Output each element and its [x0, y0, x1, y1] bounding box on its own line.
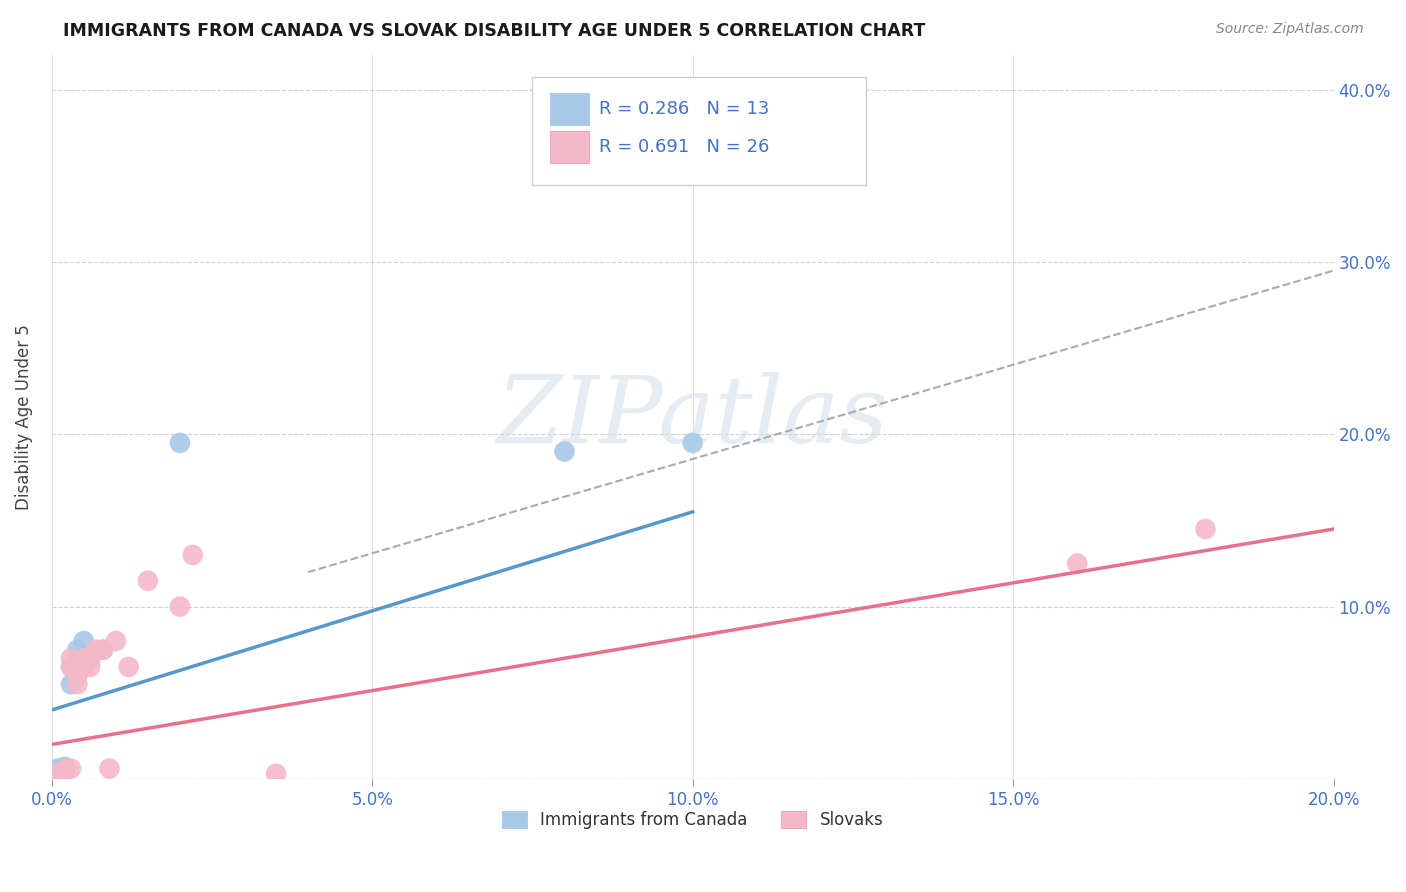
Point	[86, 642, 108, 657]
Point	[79, 651, 101, 665]
Point	[66, 642, 89, 657]
Point	[53, 764, 76, 778]
Point	[79, 651, 101, 665]
Point	[118, 660, 141, 674]
Text: Source: ZipAtlas.com: Source: ZipAtlas.com	[1216, 22, 1364, 37]
Point	[66, 677, 89, 691]
Point	[59, 762, 82, 776]
Point	[46, 766, 69, 780]
Point	[46, 766, 69, 780]
Point	[104, 634, 127, 648]
Point	[53, 764, 76, 778]
Point	[1194, 522, 1216, 536]
Point	[264, 766, 287, 780]
FancyBboxPatch shape	[550, 131, 589, 163]
Point	[682, 436, 704, 450]
Text: R = 0.691   N = 26: R = 0.691 N = 26	[599, 138, 769, 156]
Point	[53, 760, 76, 774]
Point	[66, 668, 89, 682]
Point	[73, 634, 96, 648]
Point	[1066, 557, 1088, 571]
Point	[181, 548, 204, 562]
Point	[91, 642, 114, 657]
Point	[73, 651, 96, 665]
Point	[59, 660, 82, 674]
Text: R = 0.286   N = 13: R = 0.286 N = 13	[599, 100, 769, 118]
Point	[91, 642, 114, 657]
FancyBboxPatch shape	[550, 93, 589, 125]
Point	[73, 660, 96, 674]
Point	[98, 762, 121, 776]
Point	[53, 764, 76, 778]
Legend: Immigrants from Canada, Slovaks: Immigrants from Canada, Slovaks	[495, 805, 890, 836]
Point	[79, 660, 101, 674]
Point	[169, 599, 191, 614]
Point	[46, 764, 69, 778]
Point	[46, 768, 69, 782]
FancyBboxPatch shape	[533, 77, 866, 186]
Text: ZIPatlas: ZIPatlas	[496, 372, 889, 462]
Point	[53, 764, 76, 779]
Point	[59, 651, 82, 665]
Point	[169, 436, 191, 450]
Y-axis label: Disability Age Under 5: Disability Age Under 5	[15, 324, 32, 510]
Point	[59, 660, 82, 674]
Text: IMMIGRANTS FROM CANADA VS SLOVAK DISABILITY AGE UNDER 5 CORRELATION CHART: IMMIGRANTS FROM CANADA VS SLOVAK DISABIL…	[63, 22, 925, 40]
Point	[136, 574, 159, 588]
Point	[46, 762, 69, 776]
Point	[59, 677, 82, 691]
Point	[553, 444, 575, 458]
